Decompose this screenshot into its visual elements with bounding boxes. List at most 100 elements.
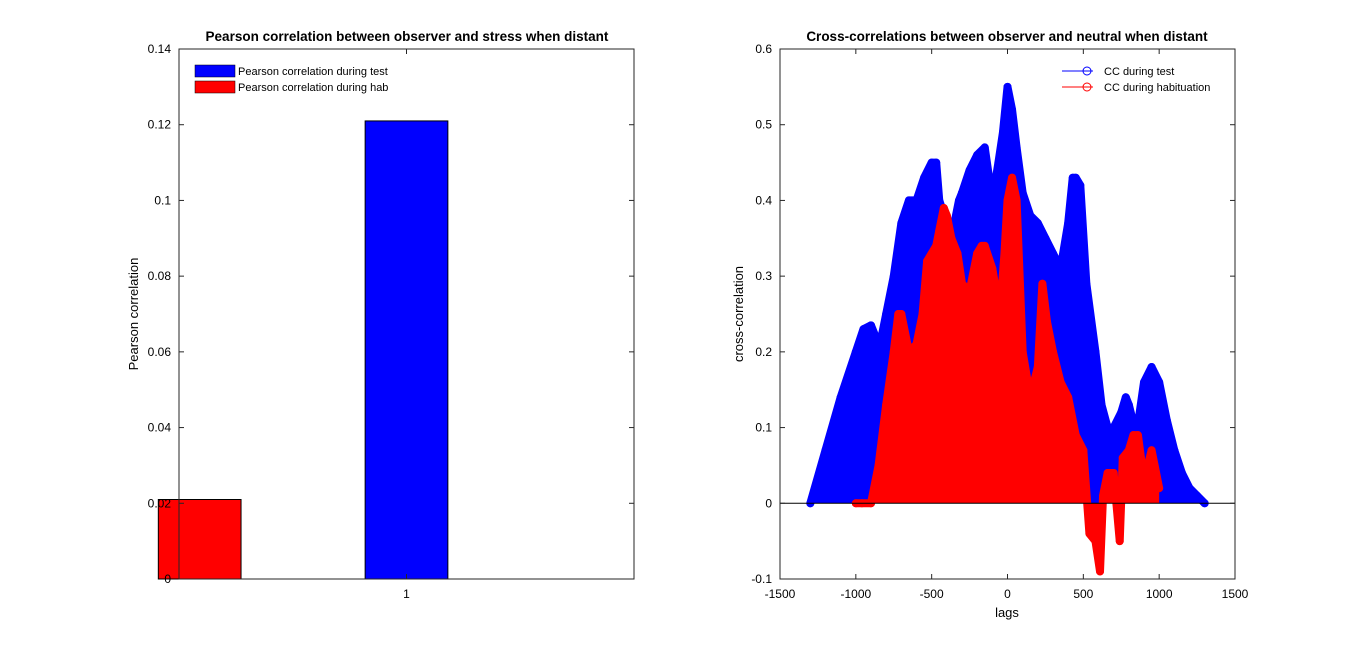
- bar-chart-ytick-label: 0.04: [148, 421, 172, 435]
- cc-series-1-point: [1118, 453, 1127, 462]
- cc-series-1-point: [965, 287, 974, 296]
- cc-series-1-point: [1096, 567, 1105, 576]
- cc-chart-xtick-label: 1500: [1222, 587, 1249, 601]
- cc-series-1-point: [874, 461, 883, 470]
- cc-series-1-point: [1049, 347, 1057, 356]
- cc-series-1-point: [980, 241, 989, 250]
- cc-chart-legend-box: [1055, 60, 1227, 98]
- cc-series-1-point: [894, 310, 903, 318]
- cc-series-1-point: [912, 340, 921, 349]
- bar-chart-ytick-label: 0.06: [148, 345, 172, 359]
- cc-series-1-point: [1140, 476, 1148, 485]
- bar-0: [364, 120, 449, 580]
- cc-series-0-point: [958, 188, 966, 197]
- cc-series-1-point: [1038, 279, 1047, 288]
- cc-series-1-point: [1000, 249, 1009, 258]
- legend-label-cc-hab: CC during habituation: [1104, 82, 1210, 94]
- cc-series-1-point: [1064, 393, 1073, 402]
- bar-chart: Pearson correlation between observer and…: [126, 29, 635, 601]
- cc-chart-xtick-label: -1000: [840, 587, 871, 601]
- cc-series-1-point: [973, 249, 982, 258]
- bar-chart-ytick-label: 0.12: [148, 118, 172, 132]
- bar-chart-ytick-label: 0.02: [148, 496, 172, 510]
- bar-chart-marks: [157, 120, 449, 580]
- cc-series-0-point: [932, 158, 941, 167]
- cc-chart-xtick-label: -500: [920, 587, 944, 601]
- cc-series-1-point: [923, 257, 932, 265]
- cc-series-0-point: [851, 347, 860, 356]
- cc-series-0-point: [1049, 249, 1057, 258]
- cc-chart-xtick-label: 0: [1004, 587, 1011, 601]
- cc-series-1-point: [947, 234, 956, 243]
- cc-series-1-point: [958, 279, 966, 288]
- cc-series-1-point: [932, 241, 941, 250]
- cc-series-1-point: [1133, 431, 1142, 440]
- cc-series-0-point: [1109, 423, 1118, 432]
- cc-series-1-point: [1124, 446, 1133, 455]
- legend-label-cc-test: CC during test: [1104, 66, 1174, 78]
- cc-series-1-point: [889, 347, 898, 356]
- cc-series-0-point: [821, 446, 830, 455]
- cc-series-1-point: [1147, 446, 1156, 455]
- cc-series-0-point: [882, 310, 891, 318]
- cc-series-0-point: [1091, 347, 1100, 356]
- cc-series-1-point: [918, 310, 927, 318]
- cc-series-0-point: [998, 128, 1007, 137]
- cc-series-0-point: [889, 272, 898, 281]
- cc-series-0-point: [1121, 393, 1130, 402]
- cc-series-1-point: [988, 264, 997, 273]
- bar-chart-y-axis-label: Pearson correlation: [126, 258, 141, 371]
- cc-series-0-point: [1068, 173, 1077, 182]
- cc-series-0-point: [1018, 188, 1027, 197]
- cc-series-1-point: [1008, 173, 1017, 182]
- bar-chart-ytick-label: 0.1: [154, 193, 171, 207]
- cc-series-0-point: [1162, 416, 1171, 424]
- cc-series-0-point: [1140, 378, 1148, 387]
- cc-series-0-point: [980, 143, 989, 152]
- legend-swatch-test: [194, 64, 236, 78]
- cc-series-0-point: [988, 196, 997, 205]
- cc-series-0-point: [1008, 105, 1017, 114]
- cc-series-1-point: [1003, 196, 1012, 205]
- cc-chart-ytick-label: 0.1: [755, 421, 772, 435]
- cc-chart-ytick-label: 0.6: [755, 42, 772, 56]
- cc-series-1-point: [953, 249, 962, 258]
- cc-series-0-line: [806, 82, 1209, 508]
- cc-chart-ytick-label: -0.1: [751, 572, 772, 586]
- cc-series-1-point: [1018, 347, 1027, 356]
- cc-series-0-point: [1012, 143, 1021, 152]
- legend-marker-cc-hab: [1082, 82, 1092, 92]
- cc-series-0-point: [1124, 400, 1133, 409]
- bar-chart-ytick-label: 0.08: [148, 269, 172, 283]
- cc-series-0-point: [836, 393, 845, 402]
- cc-series-1-line: [851, 173, 1164, 576]
- cc-chart-ytick-label: 0.3: [755, 269, 772, 283]
- bar-1: [157, 499, 242, 580]
- cc-series-1-point: [1099, 491, 1108, 500]
- cc-series-0-point: [1026, 211, 1035, 220]
- cc-series-1-point: [1115, 537, 1124, 546]
- cc-series-0-point: [867, 321, 875, 330]
- cc-series-0-point: [1003, 82, 1012, 91]
- cc-series-0-point: [877, 332, 886, 341]
- cc-chart-title: Cross-correlations between observer and …: [806, 29, 1208, 44]
- bar-chart-ytick-label: 0.14: [148, 42, 172, 56]
- cc-series-1-point: [1085, 529, 1094, 538]
- cc-series-0-point: [1147, 363, 1156, 371]
- cc-chart-legend: CC during test CC during habituation: [1055, 60, 1227, 98]
- cc-chart-xtick-label: 1000: [1146, 587, 1173, 601]
- legend-label-test: Pearson correlation during test: [238, 66, 388, 78]
- cc-series-0-point: [1071, 173, 1080, 182]
- cc-series-0-point: [1193, 491, 1202, 500]
- bar-chart-xtick-label: 1: [403, 587, 410, 601]
- cc-series-1-point: [942, 211, 951, 220]
- cc-series-1-point: [1155, 484, 1164, 493]
- bar-chart-ytick-label: 0: [164, 572, 171, 586]
- cc-series-1-point: [995, 310, 1004, 318]
- cc-chart-xtick-label: 500: [1073, 587, 1093, 601]
- cc-chart-ytick-label: 0.5: [755, 118, 772, 132]
- cc-series-1-point: [1150, 461, 1159, 470]
- cc-series-0-point: [935, 196, 944, 205]
- cc-series-0-point: [1185, 484, 1194, 493]
